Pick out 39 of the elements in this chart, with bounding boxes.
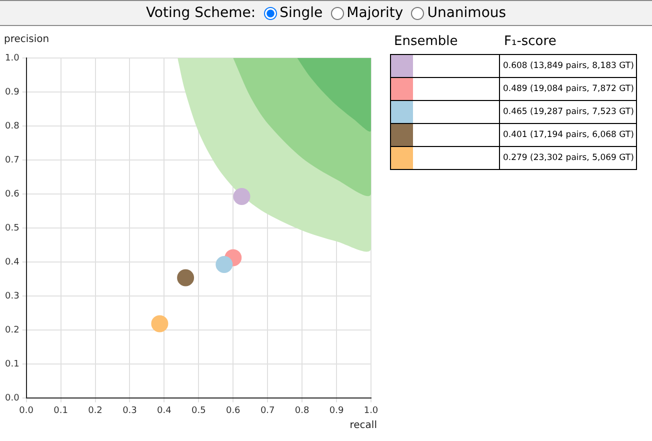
y-tick-label: 0.2 xyxy=(4,326,20,336)
text: Voting Scheme: xyxy=(146,5,256,21)
point xyxy=(177,269,194,286)
text: Unanimous xyxy=(427,5,506,21)
text: 0.489 (19,084 pairs, 7,872 GT) xyxy=(500,78,636,100)
x-tick-label: 0.2 xyxy=(88,406,102,416)
y-tick-label: 0.3 xyxy=(4,291,20,302)
x-axis-title: recall xyxy=(350,420,377,432)
y-tick-label: 0.9 xyxy=(4,87,20,98)
x-tick-label: 0.5 xyxy=(191,406,206,416)
x-tick-label: 0.8 xyxy=(294,406,310,416)
text: Single xyxy=(280,5,323,21)
point xyxy=(216,256,233,273)
x-tick-label: 1.0 xyxy=(364,406,378,416)
y-tick-label: 0.6 xyxy=(4,189,20,200)
text: 0.608 (13,849 pairs, 8,183 GT) xyxy=(500,54,636,78)
y-tick-label: 1.0 xyxy=(4,53,20,64)
x-tick-label: 0.1 xyxy=(54,406,68,416)
y-tick-label: 0.0 xyxy=(4,394,20,404)
point xyxy=(151,315,168,332)
x-tick-label: 0.4 xyxy=(157,406,172,416)
y-tick-label: 0.7 xyxy=(4,155,20,166)
text: 0.279 (23,302 pairs, 5,069 GT) xyxy=(500,146,636,170)
y-tick-label: 0.1 xyxy=(4,360,20,370)
x-tick-label: 0.9 xyxy=(329,406,344,416)
x-tick-label: 0.6 xyxy=(226,406,241,416)
x-tick-label: 0.7 xyxy=(260,406,275,416)
text: Ensemble xyxy=(393,34,459,51)
text: 0.465 (19,287 pairs, 7,523 GT) xyxy=(500,100,636,124)
point xyxy=(233,188,250,205)
y-tick-label: 0.5 xyxy=(4,223,20,234)
y-tick-label: 0.4 xyxy=(4,257,20,268)
y-axis-title: precision xyxy=(4,34,50,45)
x-tick-label: 0.0 xyxy=(19,406,34,416)
y-tick-label: 0.8 xyxy=(4,121,20,132)
text: Majority xyxy=(346,5,404,21)
text: 0.401 (17,194 pairs, 6,068 GT) xyxy=(500,124,636,146)
x-tick-label: 0.3 xyxy=(122,406,137,416)
text: F₁-score xyxy=(504,34,556,51)
